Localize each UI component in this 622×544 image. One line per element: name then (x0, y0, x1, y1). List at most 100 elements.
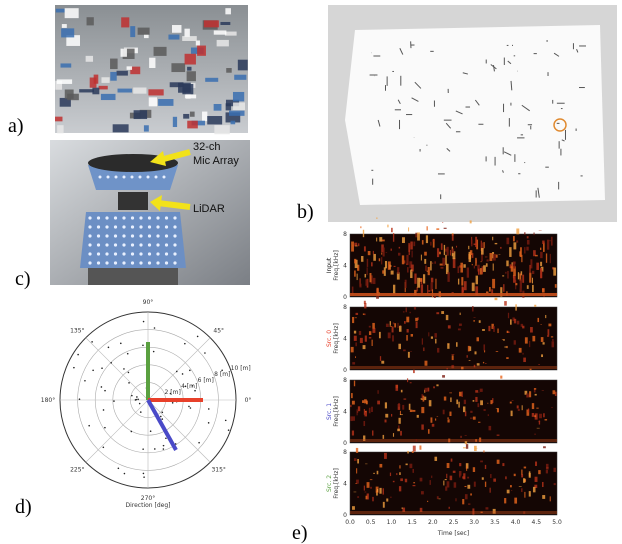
spectral-energy (463, 264, 465, 268)
spectral-energy (403, 398, 406, 399)
spectral-energy (485, 363, 487, 364)
spectral-energy (408, 243, 411, 244)
spectral-energy (400, 431, 402, 436)
scan-point (176, 371, 178, 373)
spectral-energy (453, 258, 456, 268)
spectral-energy (523, 358, 526, 362)
spectral-energy (373, 473, 375, 474)
spectral-energy (351, 242, 354, 252)
spectral-energy (398, 344, 401, 349)
spectral-energy (445, 255, 447, 265)
spectral-energy (431, 336, 433, 338)
spectral-energy (408, 352, 410, 358)
spectral-energy (435, 279, 436, 289)
spectral-energy (390, 497, 391, 498)
y-tick-label: 8 (343, 449, 347, 456)
spectral-energy (409, 404, 411, 410)
spectral-energy (359, 331, 361, 335)
spectral-energy (370, 479, 372, 480)
spectrogram (350, 452, 557, 515)
led (156, 252, 159, 255)
x-tick-label: 5.0 (552, 519, 562, 526)
spectrogram (350, 380, 557, 443)
spectral-energy (472, 264, 473, 265)
spectral-energy (413, 446, 416, 452)
spectral-energy (450, 397, 451, 402)
booth (154, 47, 167, 56)
spectral-energy (518, 272, 519, 279)
spectral-energy (468, 246, 469, 249)
robot-base (88, 268, 178, 285)
booth (214, 104, 222, 111)
spectral-energy (511, 490, 512, 491)
spectral-energy (524, 247, 525, 253)
spectral-energy (550, 496, 551, 501)
led (97, 234, 100, 237)
spectral-energy (493, 264, 494, 271)
spectral-energy (424, 397, 426, 400)
led (114, 261, 117, 264)
spectral-energy (450, 476, 453, 481)
scan-point (208, 408, 210, 410)
spectral-energy (504, 498, 506, 503)
spectral-energy (413, 482, 415, 483)
spectral-energy (535, 462, 537, 466)
spectral-energy (426, 235, 428, 243)
mic-label: Mic Array (193, 155, 239, 167)
spectral-energy (401, 390, 403, 393)
x-tick-label: 1.5 (407, 519, 417, 526)
spectral-energy (391, 249, 392, 251)
spectral-energy (487, 403, 488, 404)
map-free-space (345, 25, 605, 205)
spectral-energy (401, 508, 403, 509)
spectral-energy (437, 416, 438, 417)
booth (57, 125, 63, 133)
spectral-energy (411, 334, 413, 337)
led (173, 261, 176, 264)
booth (158, 99, 173, 106)
spectral-energy (436, 228, 439, 230)
spectral-energy (547, 240, 549, 250)
spectral-energy (446, 315, 449, 320)
spectral-energy (402, 237, 405, 243)
booth (118, 89, 133, 93)
spectral-energy (542, 288, 545, 292)
spectral-energy (506, 260, 508, 266)
spectral-energy (517, 321, 519, 325)
spectral-energy (444, 397, 446, 401)
scan-point (135, 399, 137, 401)
low-band (350, 439, 557, 442)
spectral-energy (364, 486, 365, 491)
spectral-energy (414, 307, 416, 310)
scan-point (110, 362, 112, 364)
spectral-energy (551, 407, 553, 408)
led (148, 234, 151, 237)
y-axis-label: Freq.[kHz] (333, 468, 340, 499)
led (88, 234, 91, 237)
led (99, 176, 102, 179)
spectral-energy (518, 409, 520, 411)
spectral-energy (468, 504, 470, 505)
spectral-energy (467, 477, 469, 479)
spectral-energy (527, 236, 529, 238)
spectral-energy (553, 468, 555, 472)
spectral-energy (372, 497, 373, 501)
y-tick-label: 8 (343, 304, 347, 311)
scan-point (198, 442, 200, 444)
spectral-energy (527, 285, 529, 289)
spectral-energy (493, 254, 496, 261)
scan-point (79, 398, 81, 400)
spectral-energy (398, 253, 400, 256)
spectral-energy (403, 349, 406, 351)
spectral-energy (400, 478, 403, 481)
angle-label: 225° (70, 466, 84, 473)
led (131, 225, 134, 228)
spectral-energy (412, 410, 415, 412)
spectral-energy (452, 354, 455, 355)
spectral-energy (376, 218, 377, 219)
spectral-energy (460, 313, 461, 315)
scan-point (160, 416, 162, 418)
led (131, 243, 134, 246)
spectral-energy (359, 284, 361, 288)
led (173, 216, 176, 219)
